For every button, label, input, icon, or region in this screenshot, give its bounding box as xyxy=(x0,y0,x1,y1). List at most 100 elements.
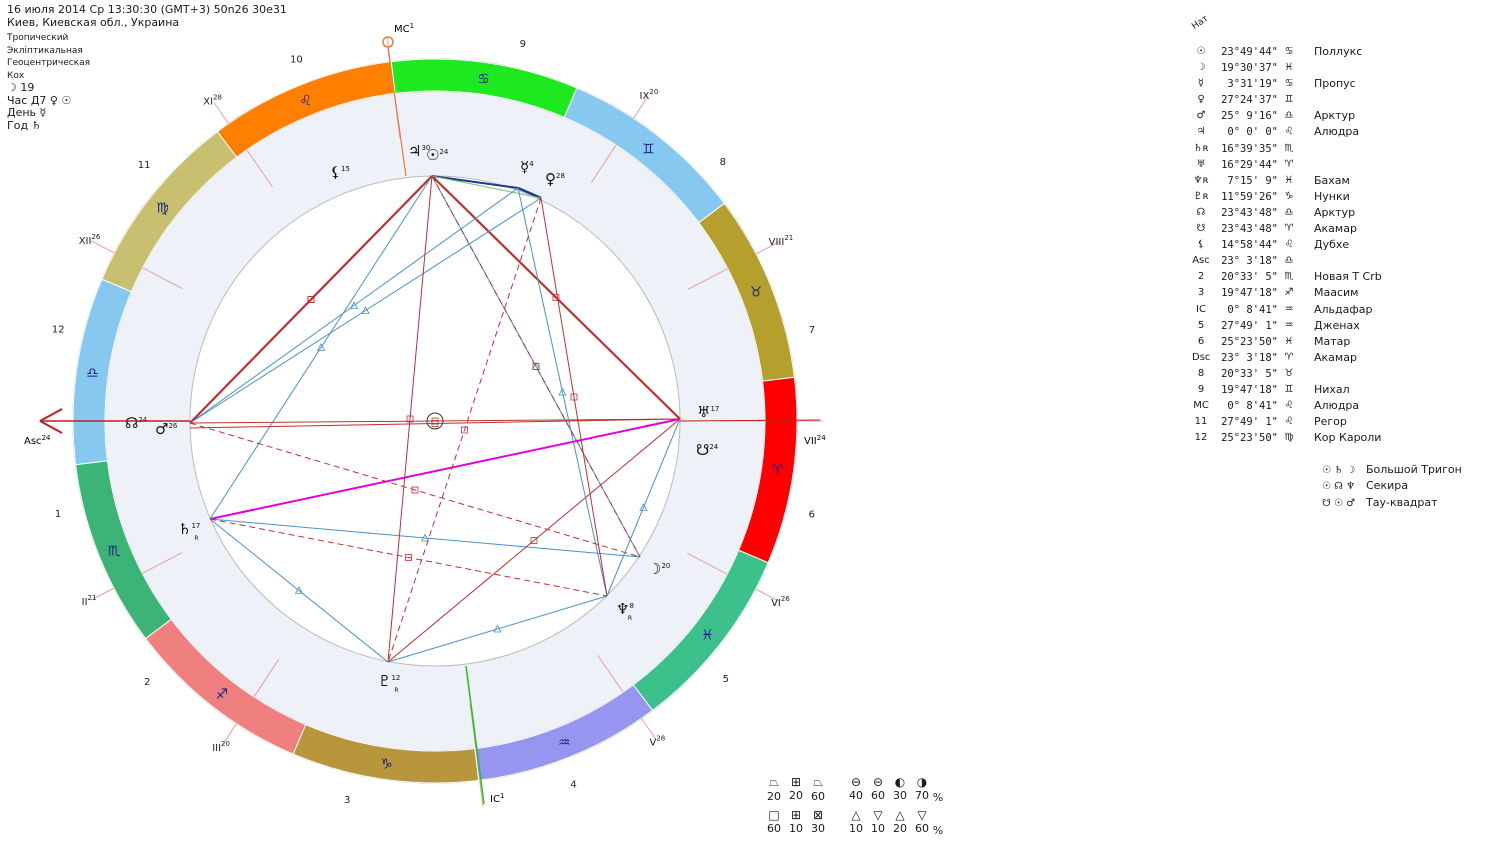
aquarius-icon: ♒ xyxy=(1284,319,1294,331)
asc-icon: Asc xyxy=(1192,255,1210,267)
position-degree: 27°49' 1" xyxy=(1221,416,1278,429)
hour-row: Час Д7 ♀ ☉ xyxy=(7,93,287,108)
aries-icon: ♈ xyxy=(1284,223,1294,235)
scorpio-icon: ♏ xyxy=(1284,271,1294,283)
fixed-star: Нунки xyxy=(1314,189,1350,203)
cusp-label-V: V28 xyxy=(649,734,665,748)
house-cusp-line xyxy=(142,267,183,290)
house-number-2: 2 xyxy=(144,677,150,688)
configuration-glyphs: ☉ ☊ ♆ xyxy=(1322,481,1356,493)
position-row: 5 27°49' 1" ♒ Дженах xyxy=(1192,318,1492,334)
house-6-icon: 6 xyxy=(1197,335,1205,347)
position-degree: 14°58'44" xyxy=(1221,239,1278,252)
house-cusp-line xyxy=(246,149,273,188)
virgo-icon: ♍ xyxy=(156,201,169,217)
stat-value: 20 xyxy=(767,790,781,803)
aries-icon: ♈ xyxy=(771,462,784,478)
house-number-11: 11 xyxy=(138,160,151,171)
asc-degree: 24 xyxy=(42,434,51,442)
percent-sign: % xyxy=(932,824,944,837)
mercury-degree: 4 xyxy=(529,160,534,168)
house-number-7: 7 xyxy=(809,325,815,336)
pluto-icon: ♇12 R xyxy=(378,672,400,694)
fixed-star: Арктур xyxy=(1314,109,1356,123)
saturn-degree: 17 xyxy=(191,522,200,530)
house-cusp-tick xyxy=(479,780,484,807)
percent-sign: % xyxy=(932,791,944,804)
dsc-axis-line xyxy=(679,419,821,422)
house-number-10: 10 xyxy=(290,55,303,66)
sun-icon: ☉ xyxy=(1196,46,1206,57)
stat-value: 60 xyxy=(811,790,825,803)
house-cusp-line xyxy=(469,703,477,749)
mc-axis-line xyxy=(387,47,407,177)
position-row: IC 0° 8'41" ♒ Альдафар xyxy=(1192,302,1492,318)
square-aspect-marker xyxy=(307,296,315,303)
position-row: 3 19°47'18" ♐ Маасим xyxy=(1192,285,1492,301)
house-cusp-tick xyxy=(755,588,779,602)
aspect-line-uran-neptune xyxy=(606,418,681,597)
setting-house-system: Кох xyxy=(7,70,25,81)
house-cusp-line xyxy=(142,552,183,574)
configuration-row: ☉ ♄ ☽ Большой Тригон xyxy=(1322,462,1462,478)
house-cusp-line xyxy=(687,268,728,290)
venus-icon: ♀ xyxy=(49,93,58,107)
scorpio-icon: ♏ xyxy=(108,543,121,559)
stat-cell: ⊞ 20 xyxy=(785,775,807,802)
aries-icon: ♈ xyxy=(1284,158,1294,170)
cusp-label-VI: VI26 xyxy=(771,595,790,609)
ic-axis-line xyxy=(465,665,485,805)
aquarius-icon: ♒ xyxy=(558,735,571,751)
aspect-line-jup-uran xyxy=(431,175,681,420)
trine-aspect-marker xyxy=(420,533,430,542)
house-cusp-tick xyxy=(213,101,229,124)
pisces-icon: ♓ xyxy=(1284,174,1294,186)
mercury-icon: ☿ xyxy=(1197,78,1205,90)
saturn-icon: ♄ xyxy=(31,118,42,132)
south-node-degree: 24 xyxy=(709,443,718,451)
position-row: 8 20°33' 5" ♉ xyxy=(1192,366,1492,382)
stat-cell: ⊖ 40 xyxy=(845,775,867,802)
position-row: ⚸ 14°58'44" ♌ Дубхе xyxy=(1192,237,1492,253)
aspect-line-sun-sat xyxy=(209,175,433,520)
square-aspect-marker xyxy=(431,420,439,427)
stat-value: 30 xyxy=(811,822,825,835)
sign-segment-pisces xyxy=(632,549,769,712)
aspect-line-mer-ven xyxy=(517,186,542,200)
saturn-retro-marker: R xyxy=(194,535,198,542)
pluto-retro-marker: R xyxy=(394,687,398,694)
hemisphere-3-icon: ◐ xyxy=(894,775,906,789)
fixed-star: Матар xyxy=(1314,334,1351,348)
house-cusp-tick xyxy=(91,240,115,254)
aspect-line-pluto-sun xyxy=(387,175,433,663)
stat-value: 30 xyxy=(893,789,907,802)
mc-marker-icon xyxy=(382,36,394,48)
position-row: ♆ʀ 7°15' 9" ♓ Бахам xyxy=(1192,173,1492,189)
hemisphere-2-icon: ⊖ xyxy=(872,775,884,789)
fixed-star: Акамар xyxy=(1314,222,1357,236)
element-fire-icon: △ xyxy=(851,808,861,822)
uranus-icon: ♅ xyxy=(1196,158,1206,170)
chart-settings: Тропический Экліптикальная Геоцентрическ… xyxy=(7,32,287,82)
position-row: 12 25°23'50" ♍ Кор Кароли xyxy=(1192,430,1492,446)
fixed-star: Новая Т Crb xyxy=(1314,270,1382,284)
libra-icon: ♎ xyxy=(1284,110,1294,122)
house-8-icon: 8 xyxy=(1197,367,1205,379)
stat-value: 10 xyxy=(871,822,885,835)
house-cusp-tick xyxy=(90,587,115,601)
fixed-star: Альдафар xyxy=(1314,302,1373,316)
square-aspect-marker xyxy=(530,537,538,544)
house-cusp-tick xyxy=(221,723,237,746)
cancer-icon: ♋ xyxy=(1284,78,1294,90)
neptune-retro-icon: ♆ʀ xyxy=(1193,174,1209,186)
trine-aspect-marker xyxy=(639,503,648,511)
aspect-line-pluto-uran xyxy=(387,418,681,663)
gemini-icon: ♊ xyxy=(642,142,655,158)
fixed-star: Арктур xyxy=(1314,205,1356,219)
position-degree: 0° 8'41" xyxy=(1227,303,1278,316)
cusp-degree: 21 xyxy=(784,234,793,242)
trine-aspect-marker xyxy=(294,586,304,594)
square-aspect-marker xyxy=(570,393,578,401)
chart-date-line: 16 июля 2014 Ср 13:30:30 (GMT+3) 50n26 3… xyxy=(7,3,287,16)
aspect-line-ven-neptune xyxy=(540,197,608,597)
